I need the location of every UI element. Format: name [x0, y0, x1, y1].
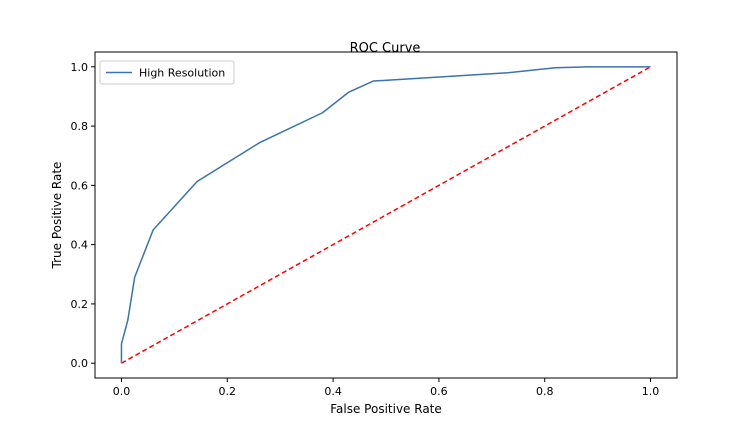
x-tick-label: 0.6 — [430, 385, 448, 398]
y-axis-ticks: 0.0 0.2 0.4 0.6 0.8 1.0 — [71, 61, 95, 370]
y-tick-label: 0.2 — [71, 298, 89, 311]
y-tick-label: 0.6 — [71, 179, 89, 192]
x-axis-ticks: 0.0 0.2 0.4 0.6 0.8 1.0 — [113, 378, 660, 398]
roc-curve-line — [120, 66, 651, 364]
series-layer — [120, 66, 651, 364]
y-tick-label: 1.0 — [71, 61, 89, 74]
x-axis-label: False Positive Rate — [330, 402, 442, 416]
y-tick-label: 0.4 — [71, 239, 89, 252]
legend-box — [99, 60, 235, 85]
x-tick-label: 0.0 — [113, 385, 131, 398]
legend: High Resolution — [99, 60, 235, 85]
x-tick-label: 1.0 — [642, 385, 660, 398]
x-tick-label: 0.2 — [219, 385, 237, 398]
y-axis-label: True Positive Rate — [50, 162, 64, 270]
x-tick-label: 0.8 — [536, 385, 554, 398]
reference-diagonal-line — [121, 66, 651, 364]
legend-label-high-resolution: High Resolution — [139, 67, 225, 80]
y-tick-label: 0.8 — [71, 120, 89, 133]
y-tick-label: 0.0 — [71, 357, 89, 370]
x-tick-label: 0.4 — [324, 385, 342, 398]
